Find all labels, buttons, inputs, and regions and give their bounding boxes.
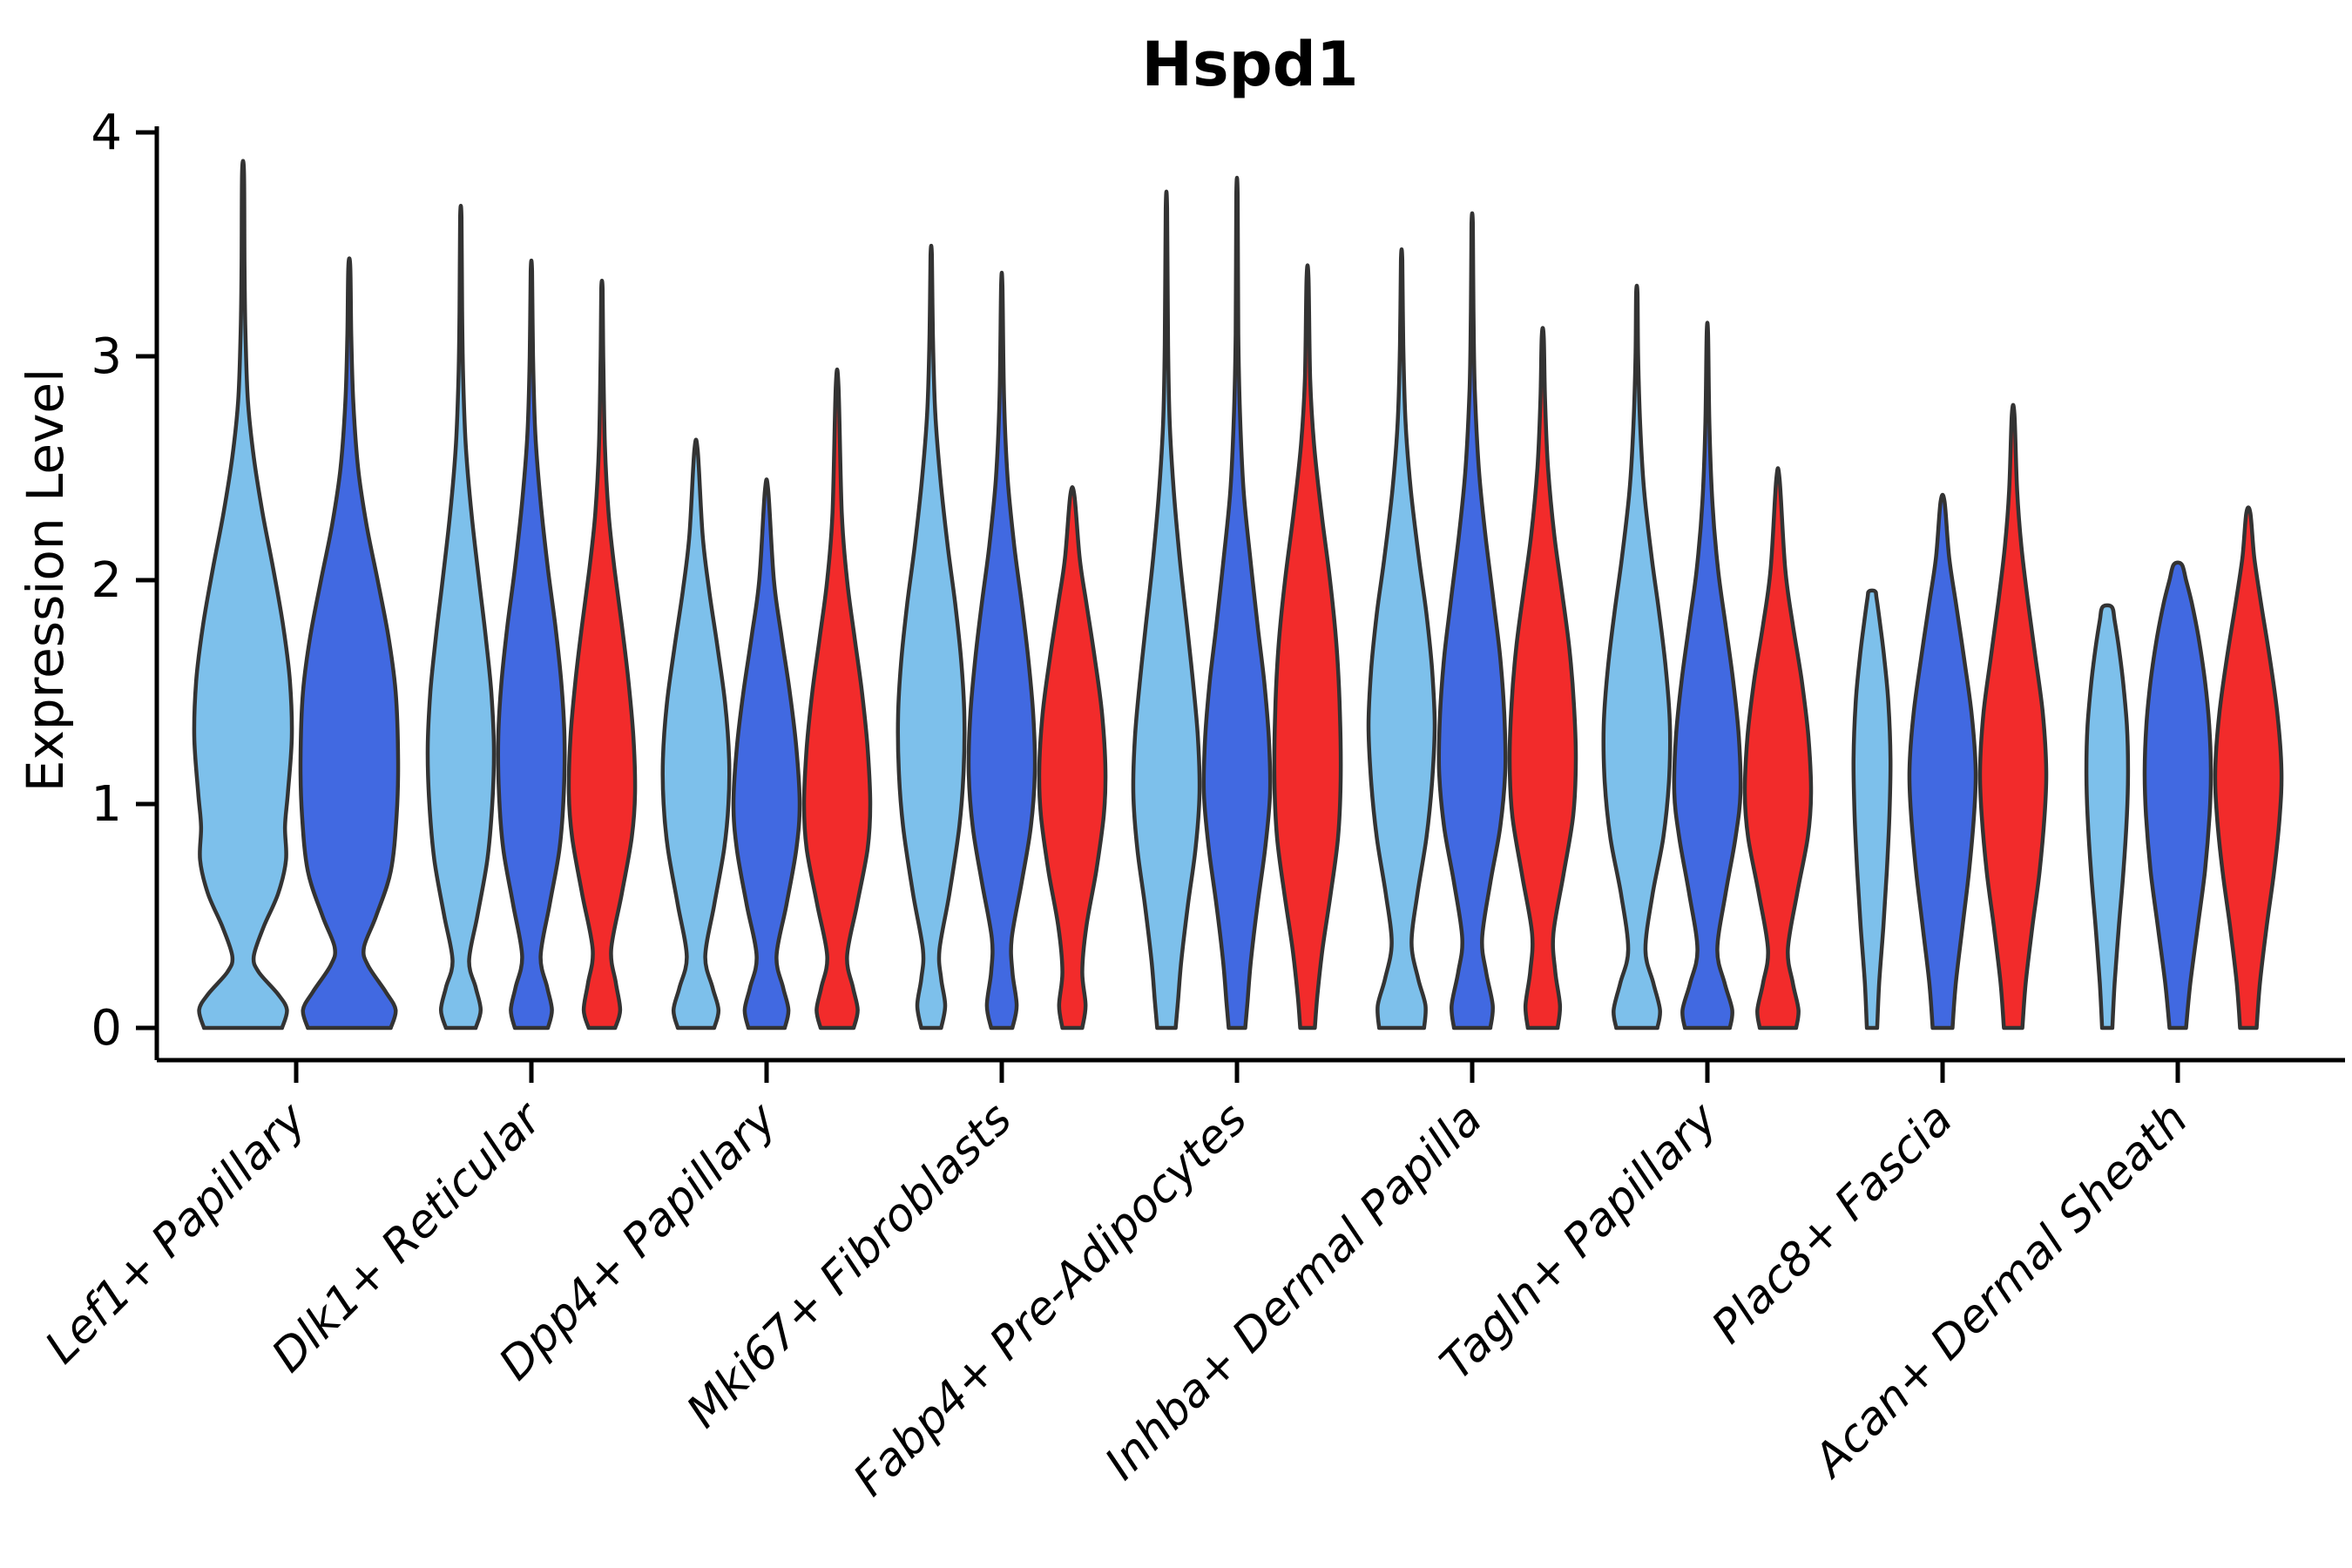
violin-inhba-dermal-papilla-dark_blue: [1436, 211, 1508, 1031]
y-axis-label: Expression Level: [16, 368, 75, 792]
violin-dpp4-papillary-dark_blue: [731, 477, 802, 1031]
violin-plac8-fascia-red: [1977, 402, 2049, 1031]
violin-plac8-fascia-dark_blue: [1907, 492, 1978, 1031]
violin-tagln-papillary-light_blue: [1601, 283, 1673, 1031]
plot-title: Hspd1: [1141, 29, 1358, 100]
violin-inhba-dermal-papilla-red: [1507, 326, 1578, 1031]
y-tick-label: 4: [91, 105, 122, 161]
x-tick-label-fabp4-pre-adipocytes: Fabp4+ Pre-Adipocytes: [844, 1093, 1258, 1507]
axes-layer: [136, 126, 2345, 1083]
violin-acan-dermal-sheath-red: [2213, 505, 2284, 1031]
y-tick-label: 0: [91, 1000, 122, 1057]
violin-dlk1-reticular-light_blue: [425, 203, 497, 1031]
x-tick-label-inhba-dermal-papilla: Inhba+ Dermal Papilla: [1095, 1093, 1492, 1490]
y-tick-label: 3: [91, 328, 122, 385]
violin-dpp4-papillary-light_blue: [660, 437, 732, 1031]
violin-lef1-papillary-light_blue: [192, 159, 294, 1031]
violin-tagln-papillary-red: [1742, 466, 1814, 1031]
violin-dlk1-reticular-dark_blue: [496, 258, 567, 1031]
violin-mki67-fibroblasts-dark_blue: [966, 270, 1037, 1031]
violin-plac8-fascia-light_blue: [1851, 588, 1893, 1031]
violin-dpp4-papillary-red: [801, 367, 873, 1031]
violin-tagln-papillary-dark_blue: [1672, 321, 1743, 1031]
violin-acan-dermal-sheath-dark_blue: [2142, 560, 2213, 1031]
violin-dlk1-reticular-red: [566, 279, 638, 1031]
violin-lef1-papillary-dark_blue: [298, 256, 401, 1031]
violin-mki67-fibroblasts-red: [1037, 485, 1108, 1031]
y-tick-label: 1: [91, 776, 122, 833]
violin-fabp4-pre-adipocytes-red: [1272, 263, 1343, 1031]
x-tick-label-plac8-fascia: Plac8+ Fascia: [1702, 1093, 1963, 1354]
violin-layer: [192, 159, 2284, 1031]
violin-fabp4-pre-adipocytes-light_blue: [1131, 189, 1202, 1031]
violin-fabp4-pre-adipocytes-dark_blue: [1201, 175, 1273, 1031]
x-tick-label-acan-dermal-sheath: Acan+ Dermal Sheath: [1802, 1093, 2198, 1489]
violin-mki67-fibroblasts-light_blue: [896, 243, 967, 1031]
violin-acan-dermal-sheath-light_blue: [2084, 603, 2131, 1031]
y-tick-label: 2: [91, 552, 122, 609]
violin-inhba-dermal-papilla-light_blue: [1366, 247, 1437, 1031]
